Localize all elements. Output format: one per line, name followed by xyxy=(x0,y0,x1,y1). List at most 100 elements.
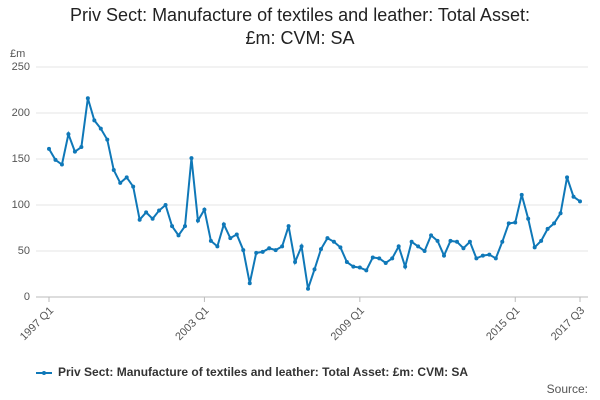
data-point xyxy=(163,203,168,207)
data-point xyxy=(519,192,524,197)
data-point xyxy=(267,246,272,251)
y-tick-label: 50 xyxy=(18,245,30,257)
data-point xyxy=(558,211,563,216)
data-point xyxy=(150,216,155,221)
data-point xyxy=(202,207,207,212)
data-point xyxy=(137,217,142,222)
data-point xyxy=(467,239,472,244)
y-tick-label: 100 xyxy=(12,199,30,211)
data-point xyxy=(461,246,466,251)
data-point xyxy=(228,236,233,241)
data-point xyxy=(364,268,369,273)
data-point xyxy=(234,232,239,237)
data-point xyxy=(124,175,129,180)
x-tick-label: 2017 Q3 xyxy=(549,305,587,343)
data-point xyxy=(98,126,103,131)
data-point xyxy=(526,216,531,221)
data-point xyxy=(286,224,291,229)
data-point xyxy=(53,157,58,162)
data-point xyxy=(539,238,544,243)
series-line xyxy=(48,97,581,290)
data-point xyxy=(280,244,285,249)
data-point xyxy=(208,238,213,243)
data-point xyxy=(241,248,246,253)
data-point xyxy=(118,180,123,185)
data-point xyxy=(351,264,356,269)
data-point xyxy=(182,224,187,229)
data-point xyxy=(195,218,200,223)
data-point xyxy=(442,253,447,258)
data-point xyxy=(293,260,298,265)
data-point xyxy=(59,162,64,167)
data-point xyxy=(487,252,492,257)
data-point xyxy=(306,286,311,291)
data-point xyxy=(513,220,518,225)
source: Source: xyxy=(547,382,588,396)
data-point xyxy=(144,210,149,215)
data-point xyxy=(377,256,382,261)
data-point xyxy=(403,264,408,269)
data-point xyxy=(105,137,110,142)
data-point xyxy=(273,248,278,253)
x-tick-label: 2009 Q1 xyxy=(329,305,367,343)
legend-marker xyxy=(42,371,46,375)
data-point xyxy=(72,149,77,154)
data-point xyxy=(416,244,421,249)
data-point xyxy=(92,118,97,123)
y-axis-label: £m xyxy=(10,48,25,60)
data-point xyxy=(215,244,220,249)
y-tick-label: 200 xyxy=(12,107,30,119)
x-tick-label: 2015 Q1 xyxy=(484,305,522,343)
data-point xyxy=(506,221,511,226)
data-point xyxy=(66,132,71,137)
data-point xyxy=(454,239,459,244)
x-tick-label: 2003 Q1 xyxy=(173,305,211,343)
data-point xyxy=(131,184,136,189)
data-point xyxy=(578,199,582,204)
data-point xyxy=(565,175,570,180)
data-point xyxy=(338,245,343,250)
y-tick-label: 0 xyxy=(24,291,30,303)
data-point xyxy=(396,244,401,249)
data-point xyxy=(357,265,362,270)
data-point xyxy=(422,249,427,253)
data-point xyxy=(176,233,181,238)
data-point xyxy=(312,267,317,272)
data-point xyxy=(79,145,84,150)
data-point xyxy=(435,238,440,243)
data-point xyxy=(390,256,395,261)
data-point xyxy=(383,260,388,265)
data-point xyxy=(571,194,576,199)
data-point xyxy=(325,236,330,241)
data-point xyxy=(47,146,51,151)
data-point xyxy=(474,256,479,261)
data-point xyxy=(409,239,414,244)
y-tick-label: 250 xyxy=(12,61,30,73)
data-point xyxy=(221,222,226,227)
data-point xyxy=(157,208,162,213)
data-point xyxy=(493,256,498,261)
data-point xyxy=(111,168,116,173)
data-point xyxy=(299,244,304,249)
data-point xyxy=(545,226,550,231)
data-point xyxy=(532,245,537,250)
data-point xyxy=(318,247,323,252)
data-point xyxy=(254,250,259,255)
data-point xyxy=(85,96,90,101)
data-point xyxy=(344,260,349,265)
data-point xyxy=(189,156,194,161)
data-point xyxy=(247,281,252,286)
x-tick-label: 1997 Q1 xyxy=(18,305,56,343)
data-point xyxy=(448,238,453,243)
data-point xyxy=(260,249,265,254)
chart-title: Priv Sect: Manufacture of textiles and l… xyxy=(70,5,530,48)
data-point xyxy=(480,253,485,258)
data-point xyxy=(429,233,434,238)
y-tick-label: 150 xyxy=(12,153,30,165)
data-point xyxy=(331,239,336,244)
data-point xyxy=(370,255,375,260)
data-point xyxy=(500,239,505,244)
data-point xyxy=(552,221,557,226)
